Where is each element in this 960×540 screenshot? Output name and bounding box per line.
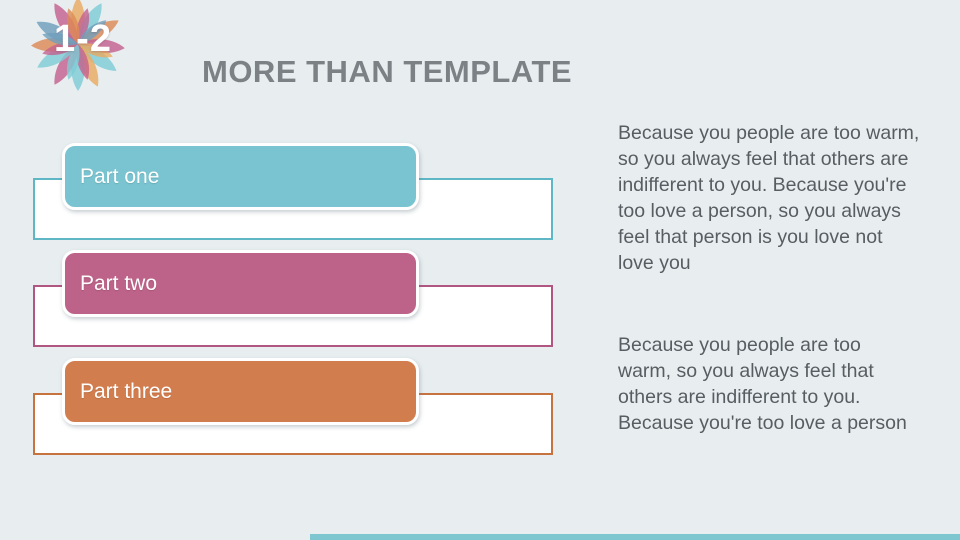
- petal: [42, 32, 78, 46]
- petal: [78, 43, 113, 58]
- petal: [78, 20, 107, 44]
- petal: [66, 8, 80, 44]
- petal: [76, 8, 90, 44]
- part-two-section: Part two: [0, 250, 560, 362]
- part-three-button[interactable]: Part three: [62, 358, 419, 425]
- flower-logo: 1-2: [2, 0, 152, 108]
- petal: [76, 44, 90, 80]
- part-three-label: Part three: [80, 379, 173, 403]
- petal: [42, 42, 78, 56]
- part-three-section: Part three: [0, 358, 560, 470]
- page-title: MORE THAN TEMPLATE: [202, 54, 573, 89]
- body-paragraph-1: Because you people are too warm, so you …: [618, 122, 920, 274]
- part-two-label: Part two: [80, 271, 158, 295]
- petal: [66, 44, 80, 80]
- body-paragraph-2: Because you people are too warm, so you …: [618, 334, 907, 434]
- lesson-number-badge: 1-2: [54, 18, 112, 60]
- bottom-accent-bar: [310, 534, 960, 540]
- flower-icon: [31, 0, 125, 91]
- part-two-button[interactable]: Part two: [62, 250, 419, 317]
- part-one-button[interactable]: Part one: [62, 143, 419, 210]
- part-one-label: Part one: [80, 164, 160, 188]
- part-one-section: Part one: [0, 143, 560, 255]
